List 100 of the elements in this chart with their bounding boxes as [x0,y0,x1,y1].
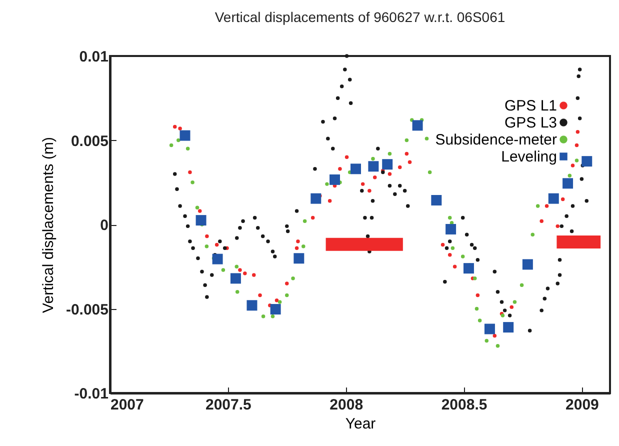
point [368,161,379,172]
point [372,175,377,180]
point [196,215,206,226]
point [169,143,174,148]
point [536,204,540,208]
point [520,283,524,288]
point [582,156,592,167]
point [404,138,409,142]
point [440,242,445,247]
point [190,180,194,184]
point [186,146,190,151]
point [172,124,177,129]
point [302,244,306,248]
point [512,300,517,304]
y-tick-label: 0.005 [70,132,108,150]
point [560,197,565,202]
point [278,300,282,304]
point [330,174,340,185]
point [450,246,455,250]
point [371,156,375,161]
point [214,242,219,247]
point [503,322,514,333]
point [243,272,247,276]
point [446,224,456,234]
point [570,164,575,168]
x-tick-label: 2007.5 [205,396,252,414]
legend-label: GPS L3 [504,114,557,132]
point [368,188,372,193]
x-axis-title: Year [345,416,376,432]
point [460,254,465,258]
legend-label: Leveling [501,148,557,166]
point [484,338,489,343]
point [424,136,429,140]
point [270,304,281,314]
y-tick-label: 0 [100,217,108,234]
point [252,273,256,277]
point [198,209,202,213]
point [478,318,482,322]
x-tick-label: 2007 [110,396,144,414]
point [350,164,361,174]
y-tick-label: -0.01 [74,386,108,402]
point [176,138,180,142]
point [562,178,574,189]
point [274,298,279,302]
point [448,252,452,257]
point [548,193,559,204]
point [540,219,544,223]
legend-label: Subsidence-meter [435,132,557,148]
x-tick-label: 2009 [566,396,599,414]
point [270,314,275,318]
point [178,126,182,130]
point [204,244,209,248]
point [230,273,241,284]
point [302,219,307,223]
point [388,172,392,176]
y-axis-title: Vertical displacements (m) [40,137,57,313]
point [205,234,209,238]
point [360,182,365,186]
point [574,143,579,148]
point [574,158,579,162]
point [296,239,300,244]
point [344,155,349,159]
point [310,216,315,220]
point [261,314,266,318]
point [408,160,412,164]
point [291,276,295,280]
point [388,152,392,156]
point [484,324,495,334]
point [492,334,497,338]
x-tick-label: 2008 [330,396,364,414]
point [188,170,192,174]
point [285,282,289,286]
point [522,259,533,270]
point [576,130,580,134]
point [328,199,332,203]
point [404,152,409,156]
chart-title: Vertical displacements of 960627 w.r.t. 06S061 [214,9,506,25]
point [428,170,432,174]
point [476,293,480,298]
point [285,293,289,298]
point [496,344,500,348]
point [474,306,479,311]
point [556,224,560,228]
point [221,268,226,272]
point [448,216,452,220]
y-tick-label: -0.005 [66,301,108,318]
point [510,305,514,309]
point [544,204,549,208]
point [530,232,535,236]
point [294,246,299,250]
point [258,293,262,298]
point [294,253,304,264]
point [463,263,474,274]
point [246,300,258,311]
x-tick-label: 2008.5 [441,396,488,414]
point [238,268,242,272]
point [431,194,442,206]
point [398,165,402,170]
point [568,174,572,178]
y-tick-label: 0.01 [79,48,108,66]
